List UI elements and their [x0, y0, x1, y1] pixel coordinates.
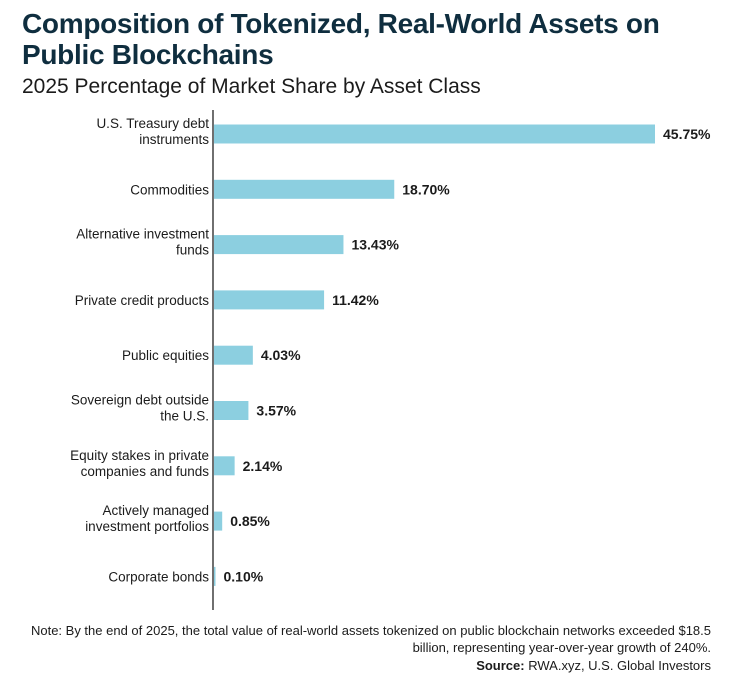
- category-label: Alternative investment funds: [76, 227, 209, 258]
- chart-note: Note: By the end of 2025, the total valu…: [30, 623, 711, 655]
- data-label: 3.57%: [256, 403, 296, 419]
- bar: [214, 511, 223, 531]
- source-text: RWA.xyz, U.S. Global Investors: [528, 658, 711, 673]
- data-label: 2.14%: [243, 458, 283, 474]
- category-label: Private credit products: [75, 293, 210, 308]
- bar: [214, 345, 253, 365]
- category-label: Actively managed investment portfolios: [85, 503, 209, 534]
- data-label: 0.85%: [230, 513, 270, 529]
- category-label: Equity stakes in private companies and fu…: [70, 448, 209, 479]
- chart-subtitle: 2025 Percentage of Market Share by Asset…: [22, 75, 481, 98]
- data-label: 11.42%: [332, 292, 379, 308]
- bar: [214, 179, 395, 199]
- data-label: 13.43%: [351, 237, 399, 253]
- bar: [214, 290, 325, 310]
- bar: [214, 124, 655, 144]
- category-label: U.S. Treasury debt instruments: [96, 116, 209, 147]
- data-label: 4.03%: [261, 347, 301, 363]
- chart-source: Source: RWA.xyz, U.S. Global Investors: [111, 657, 711, 674]
- category-label: Public equities: [122, 348, 209, 363]
- data-label: 0.10%: [224, 568, 264, 584]
- chart-title: Composition of Tokenized, Real-World Ass…: [22, 8, 660, 70]
- bar: [214, 566, 216, 586]
- category-label: Commodities: [130, 182, 209, 197]
- category-label: Corporate bonds: [108, 569, 209, 584]
- category-label: Sovereign debt outside the U.S.: [71, 393, 209, 424]
- bar-chart: 45.75% U.S. Treasury debt instruments 18.70…: [70, 110, 711, 610]
- bar: [214, 235, 344, 255]
- bar: [214, 401, 249, 420]
- data-label: 18.70%: [402, 181, 450, 197]
- data-label: 45.75%: [663, 126, 711, 142]
- source-label: Source:: [476, 658, 525, 673]
- bar: [214, 456, 235, 476]
